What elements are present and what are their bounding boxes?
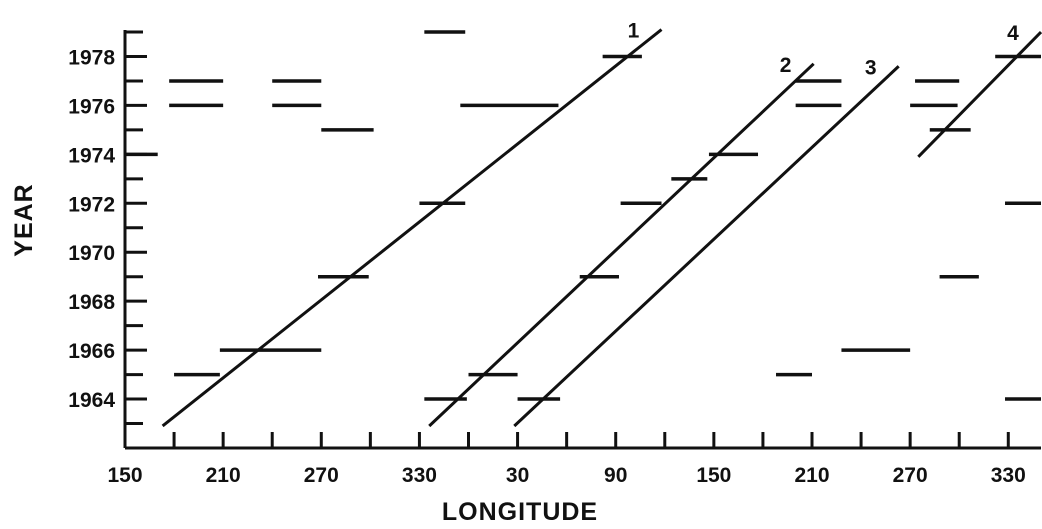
drift-lines — [161, 28, 1042, 428]
y-tick-labels: 1964 1966 1968 1970 1972 1974 1976 1978 — [68, 46, 115, 412]
y-tick-label: 1970 — [68, 242, 115, 265]
x-tick-label: 30 — [506, 464, 529, 487]
drift-line — [428, 62, 815, 428]
y-tick-label: 1964 — [68, 389, 115, 412]
x-tick-label: 210 — [206, 464, 241, 487]
x-axis-title: LONGITUDE — [442, 498, 598, 526]
x-tick-label: 150 — [696, 464, 731, 487]
axes — [123, 30, 1041, 450]
x-tick-labels: 150 210 270 330 30 90 150 210 270 330 — [107, 464, 1025, 487]
drift-line — [917, 30, 1042, 158]
drift-line-label: 1 — [628, 20, 640, 43]
y-tick-label: 1968 — [68, 291, 115, 314]
drift-line-label: 3 — [865, 56, 877, 79]
drift-line-label: 2 — [780, 54, 792, 77]
data-segments — [125, 30, 1041, 401]
y-tick-label: 1966 — [68, 340, 115, 363]
drift-line-labels: 1 2 3 4 — [628, 20, 1019, 80]
y-tick-label: 1978 — [68, 46, 115, 69]
y-tick-label: 1976 — [68, 95, 115, 118]
x-tick-label: 90 — [604, 464, 627, 487]
x-tick-label: 270 — [893, 464, 928, 487]
drift-line-label: 4 — [1007, 22, 1019, 45]
y-tick-label: 1972 — [68, 193, 115, 216]
x-tick-label: 270 — [304, 464, 339, 487]
y-axis-title: YEAR — [10, 183, 38, 256]
x-tick-label: 330 — [991, 464, 1026, 487]
drift-line — [161, 28, 663, 428]
y-tick-label: 1974 — [68, 144, 115, 167]
drift-line — [513, 65, 900, 428]
x-tick-label: 210 — [794, 464, 829, 487]
x-tick-label: 330 — [402, 464, 437, 487]
x-tick-label: 150 — [107, 464, 142, 487]
